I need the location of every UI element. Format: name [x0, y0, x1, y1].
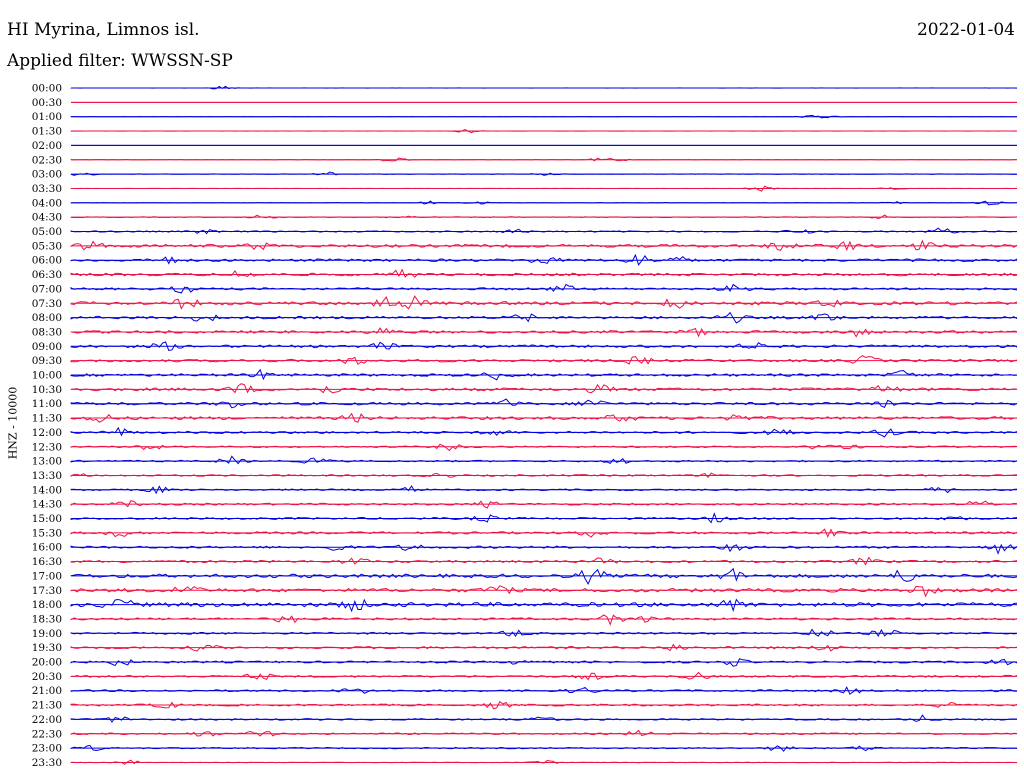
trace-0630	[70, 268, 1018, 278]
trace-2200	[70, 714, 1017, 723]
time-tick-label: 12:00	[32, 427, 62, 439]
time-tick-label: 16:30	[32, 556, 62, 568]
time-tick-label: 01:00	[32, 111, 62, 123]
time-tick-label: 17:30	[32, 585, 62, 597]
time-tick-label: 09:30	[32, 355, 62, 367]
time-tick-label: 01:30	[32, 126, 62, 138]
time-tick-label: 11:30	[32, 413, 62, 425]
time-tick-label: 18:00	[32, 599, 62, 611]
time-tick-label: 14:00	[32, 484, 62, 496]
time-tick-label: 20:00	[32, 657, 62, 669]
trace-1900	[70, 628, 1018, 637]
time-tick-label: 23:30	[32, 757, 62, 769]
trace-0930	[70, 355, 1018, 366]
time-tick-label: 14:30	[32, 499, 62, 511]
time-tick-label: 09:00	[32, 341, 62, 353]
time-tick-label: 20:30	[32, 671, 62, 683]
time-tick-label: 08:30	[32, 326, 62, 338]
station-title: HI Myrina, Limnos isl.	[7, 20, 200, 40]
time-tick-label: 12:30	[32, 441, 62, 453]
time-tick-label: 05:30	[32, 240, 62, 252]
time-tick-label: 18:30	[32, 613, 62, 625]
trace-1830	[70, 614, 1018, 626]
time-tick-label: 02:30	[32, 154, 62, 166]
time-tick-label: 07:00	[32, 283, 62, 295]
trace-1200	[70, 426, 1018, 438]
time-tick-label: 06:00	[32, 255, 62, 267]
filter-label: Applied filter: WWSSN-SP	[7, 51, 233, 71]
time-tick-label: 10:00	[32, 370, 62, 382]
time-tick-label: 22:00	[32, 714, 62, 726]
time-tick-label: 19:30	[32, 642, 62, 654]
trace-1230	[70, 443, 1018, 452]
trace-1030	[70, 383, 1018, 394]
time-tick-label: 02:00	[32, 140, 62, 152]
time-tick-label: 07:30	[32, 298, 62, 310]
time-tick-label: 00:00	[32, 83, 62, 95]
time-tick-label: 13:30	[32, 470, 62, 482]
time-tick-label: 22:30	[32, 728, 62, 740]
trace-1800	[70, 598, 1018, 613]
time-tick-label: 16:00	[32, 542, 62, 554]
trace-0500	[70, 227, 1018, 235]
trace-1730	[70, 585, 1018, 598]
time-tick-label: 06:30	[32, 269, 62, 281]
trace-1300	[70, 455, 1018, 465]
time-tick-label: 10:30	[32, 384, 62, 396]
time-tick-label: 04:00	[32, 197, 62, 209]
trace-1630	[70, 556, 1018, 566]
time-tick-label: 03:30	[32, 183, 62, 195]
time-tick-label: 21:00	[32, 685, 62, 697]
time-tick-label: 15:00	[32, 513, 62, 525]
time-tick-label: 03:00	[32, 169, 62, 181]
time-tick-label: 04:30	[32, 212, 62, 224]
time-tick-label: 17:00	[32, 570, 62, 582]
time-tick-label: 05:00	[32, 226, 62, 238]
time-tick-label: 11:00	[32, 398, 62, 410]
trace-0600	[70, 253, 1018, 266]
time-tick-label: 23:00	[32, 743, 62, 755]
time-tick-label: 15:30	[32, 527, 62, 539]
trace-2230	[70, 729, 1018, 737]
time-tick-label: 21:30	[32, 700, 62, 712]
time-tick-label: 08:00	[32, 312, 62, 324]
trace-0900	[70, 341, 1018, 351]
trace-0730	[70, 295, 1018, 310]
record-date: 2022-01-04	[916, 20, 1015, 40]
time-tick-label: 19:00	[32, 628, 62, 640]
time-tick-label: 13:00	[32, 456, 62, 468]
time-tick-label: 00:30	[32, 97, 62, 109]
trace-1600	[70, 543, 1018, 555]
